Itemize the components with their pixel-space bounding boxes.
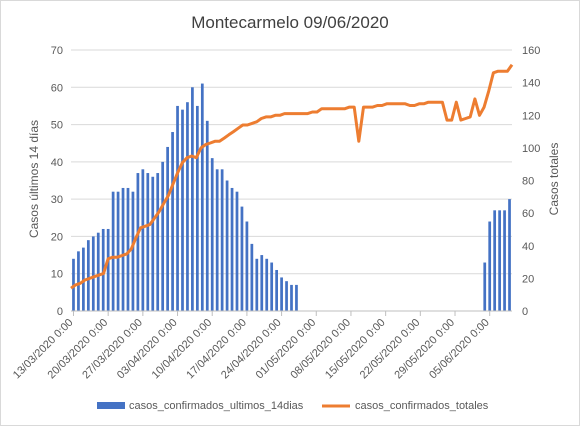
y-left-tick-label: 40 [51, 157, 63, 169]
bar [250, 243, 254, 311]
bar [255, 258, 259, 311]
x-tick-label: 13/03/2020 0:00 [11, 317, 76, 382]
bar [215, 169, 219, 311]
bar [166, 146, 169, 311]
y-right-tick-label: 20 [522, 273, 534, 285]
bar [161, 161, 165, 311]
y-left-tick-label: 70 [51, 45, 63, 57]
bar [295, 284, 298, 311]
chart-title: Montecarmelo 09/06/2020 [191, 13, 389, 32]
bar [141, 169, 145, 311]
axes: 0 10 20 30 40 50 60 70 0 20 40 60 80 100 120 140 160 13/0… [11, 45, 540, 381]
bar [121, 187, 125, 311]
bar [260, 255, 264, 311]
bar [136, 173, 140, 311]
x-tick-label: 03/04/2020 0:00 [115, 317, 180, 382]
bar [275, 269, 278, 311]
bar [493, 210, 497, 311]
y-left-tick-label: 60 [51, 82, 63, 94]
y-left-tick-label: 20 [51, 231, 63, 243]
x-tick-label: 17/04/2020 0:00 [184, 317, 249, 382]
x-tick-label: 08/05/2020 0:00 [288, 317, 353, 382]
legend-bar-swatch [97, 402, 125, 409]
bar [195, 105, 199, 311]
bar [280, 277, 283, 311]
bar [146, 173, 150, 311]
y-right-axis-title: Casos totales [547, 143, 561, 216]
total-cases-line [70, 63, 514, 290]
y-right-tick-label: 160 [522, 45, 540, 57]
bar [205, 120, 209, 311]
y-left-tick-label: 10 [51, 269, 63, 281]
bar [96, 232, 100, 311]
y-left-tick-label: 30 [51, 194, 63, 206]
legend-line-label: casos_confirmados_totales [355, 400, 489, 412]
y-left-axis-title: Casos últimos 14 días [27, 120, 41, 238]
x-tick-label: 05/06/2020 0:00 [427, 317, 492, 382]
legend-bar-label: casos_confirmados_ultimos_14dias [129, 400, 304, 412]
bar [225, 180, 229, 311]
bar [498, 210, 501, 311]
bar [176, 105, 179, 311]
y-right-tick-label: 100 [522, 143, 540, 155]
bar [156, 173, 160, 311]
x-tick-label: 29/05/2020 0:00 [392, 317, 457, 382]
x-tick-label: 15/05/2020 0:00 [323, 317, 388, 382]
bar [483, 262, 487, 311]
bar [285, 281, 288, 311]
y-right-tick-label: 80 [522, 176, 534, 188]
bar [186, 102, 189, 311]
bar [220, 169, 224, 311]
bar [116, 191, 120, 311]
bar [126, 187, 130, 311]
x-tick-label: 22/05/2020 0:00 [358, 317, 423, 382]
bar [200, 83, 204, 311]
gridlines [71, 49, 512, 275]
bar [488, 221, 492, 311]
bar [77, 251, 80, 311]
bar [131, 191, 135, 311]
bar [235, 191, 239, 311]
x-tick-label: 10/04/2020 0:00 [150, 317, 215, 382]
bar [91, 236, 95, 311]
bar [210, 158, 214, 311]
legend: casos_confirmados_ultimos_14dias casos_c… [97, 400, 489, 412]
bar [290, 284, 293, 311]
y-left-tick-label: 50 [51, 120, 63, 132]
y-right-tick-label: 60 [522, 208, 534, 220]
x-tick-label: 01/05/2020 0:00 [254, 317, 319, 382]
x-tick-label: 27/03/2020 0:00 [80, 317, 145, 382]
x-tick-label: 24/04/2020 0:00 [219, 317, 284, 382]
y-right-tick-label: 0 [522, 306, 528, 318]
bar-series [72, 83, 511, 312]
bar [270, 262, 274, 311]
y-right-tick-label: 140 [522, 78, 540, 90]
y-left-tick-label: 0 [57, 306, 63, 318]
bar [265, 258, 269, 311]
bar [245, 221, 249, 311]
bar [86, 240, 90, 311]
bar [230, 187, 234, 311]
bar [181, 109, 184, 312]
bar [171, 132, 174, 311]
y-right-tick-label: 120 [522, 110, 540, 122]
bar [503, 210, 506, 311]
bar [106, 228, 110, 311]
x-tick-label: 20/03/2020 0:00 [46, 317, 111, 382]
y-right-tick-label: 40 [522, 241, 534, 253]
bar [191, 87, 194, 312]
bar [151, 176, 155, 311]
bar [111, 191, 115, 311]
bar [240, 206, 244, 311]
bar [508, 199, 511, 311]
line-series [70, 63, 514, 290]
